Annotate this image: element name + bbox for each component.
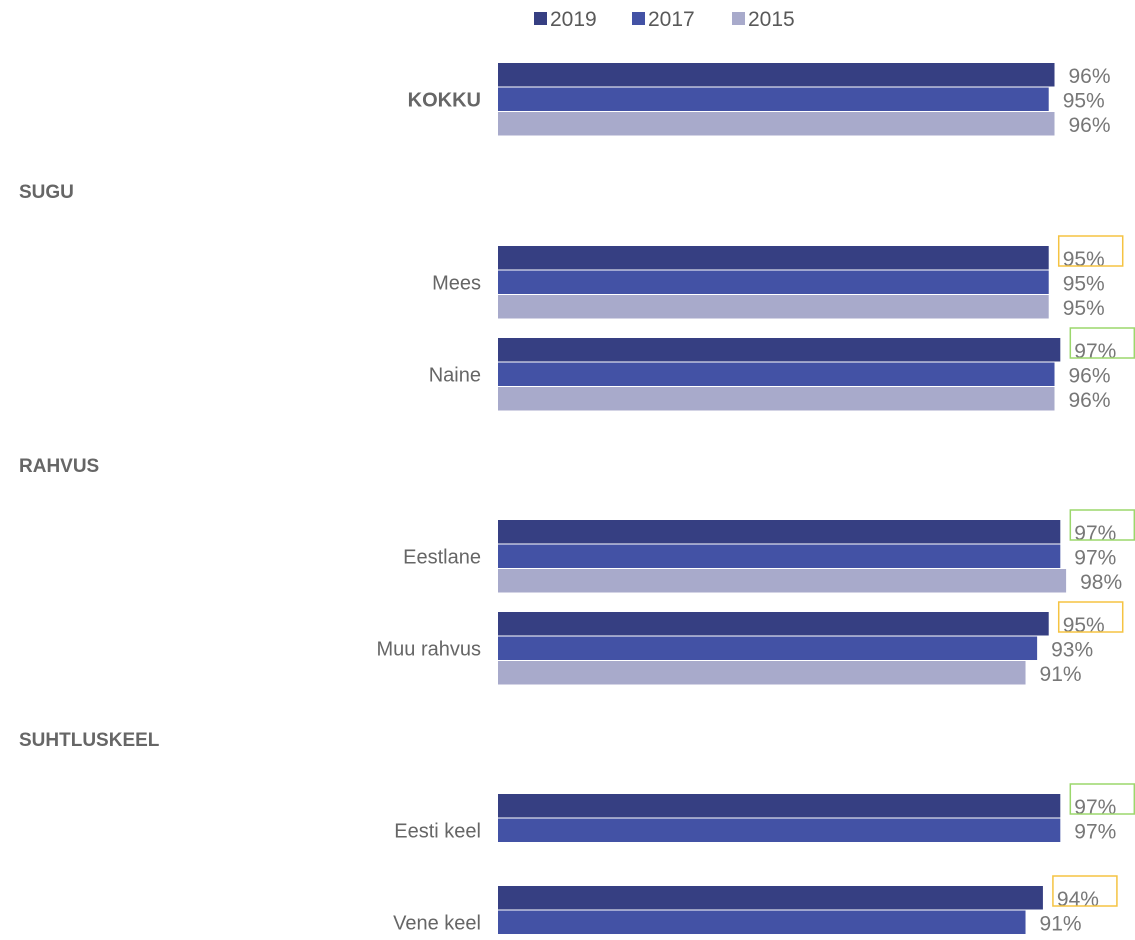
- bar-2017: [498, 270, 1049, 294]
- bar-2019: [498, 612, 1049, 636]
- highlight-box: [1069, 783, 1135, 815]
- section-label: SUGU: [19, 182, 74, 203]
- data-label-2017: 91%: [1040, 913, 1082, 936]
- legend-label-2015: 2015: [748, 8, 795, 31]
- highlight-box: [1069, 327, 1135, 359]
- category-label: Eestlane: [403, 546, 481, 568]
- section-label: RAHVUS: [19, 456, 99, 477]
- category-group: Muu rahvus 95%93%91%: [377, 601, 1124, 686]
- data-label-2015: 98%: [1080, 571, 1122, 594]
- bar-2019: [498, 520, 1061, 544]
- data-label-2017: 96%: [1069, 365, 1111, 388]
- data-label-2015: 96%: [1069, 389, 1111, 412]
- legend-swatch-2017: [632, 12, 645, 25]
- bar-2017: [498, 362, 1055, 386]
- data-label-2017: 93%: [1051, 639, 1093, 662]
- bar-2017: [498, 818, 1061, 842]
- data-label-2019: 95%: [1063, 248, 1105, 271]
- data-label-2019: 97%: [1074, 522, 1116, 545]
- data-label-2019: 97%: [1074, 340, 1116, 363]
- bar-2015: [498, 661, 1026, 685]
- legend-swatch-2015: [732, 12, 745, 25]
- category-label: KOKKU: [408, 89, 481, 111]
- bar-2015: [498, 569, 1067, 593]
- bar-2017: [498, 87, 1049, 111]
- legend-label-2017: 2017: [648, 8, 695, 31]
- data-label-2019: 95%: [1063, 614, 1105, 637]
- bar-2019: [498, 338, 1061, 362]
- bar-2015: [498, 295, 1049, 319]
- data-label-2019: 94%: [1057, 888, 1099, 911]
- data-label-2017: 95%: [1063, 90, 1105, 113]
- highlight-box: [1057, 601, 1124, 633]
- category-group: Vene keel 94%91%: [393, 875, 1118, 936]
- data-label-2015: 91%: [1040, 663, 1082, 686]
- bar-2019: [498, 63, 1055, 87]
- highlight-box: [1069, 509, 1135, 541]
- legend-swatch-2019: [534, 12, 547, 25]
- bar-2017: [498, 910, 1026, 934]
- data-label-2019: 97%: [1074, 796, 1116, 819]
- bar-2019: [498, 794, 1061, 818]
- legend-label-2019: 2019: [550, 8, 597, 31]
- category-label: Muu rahvus: [377, 638, 482, 660]
- highlight-box: [1057, 235, 1124, 267]
- data-label-2019: 96%: [1069, 65, 1111, 88]
- legend: 2019 2017 2015: [534, 8, 795, 31]
- category-group: Eesti keel 97%97%: [394, 783, 1135, 844]
- category-label: Eesti keel: [394, 820, 481, 842]
- bar-2019: [498, 886, 1043, 910]
- data-label-2017: 97%: [1074, 547, 1116, 570]
- bar-2015: [498, 387, 1055, 411]
- category-label: Mees: [432, 272, 481, 294]
- category-group: KOKKU 96%95%96%: [408, 63, 1111, 137]
- bar-2017: [498, 636, 1038, 660]
- category-label: Naine: [429, 364, 481, 386]
- bar-2015: [498, 112, 1055, 136]
- section-label: SUHTLUSKEEL: [19, 730, 160, 751]
- data-label-2017: 95%: [1063, 273, 1105, 296]
- data-label-2015: 96%: [1069, 114, 1111, 137]
- category-label: Vene keel: [393, 912, 481, 934]
- data-label-2017: 97%: [1074, 821, 1116, 844]
- highlight-box: [1052, 875, 1118, 907]
- data-label-2015: 95%: [1063, 297, 1105, 320]
- bar-2019: [498, 246, 1049, 270]
- bar-2017: [498, 544, 1061, 568]
